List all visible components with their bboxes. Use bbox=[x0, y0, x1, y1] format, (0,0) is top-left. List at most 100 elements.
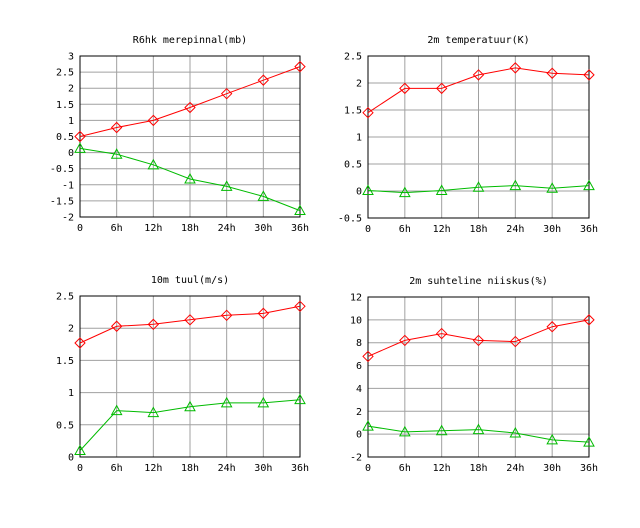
y-tick-label: 4 bbox=[356, 384, 362, 395]
data-point-diamond bbox=[583, 314, 595, 326]
data-point-triangle bbox=[398, 425, 411, 437]
chart-title: R6hk merepinnal(mb) bbox=[133, 35, 247, 46]
data-point-diamond bbox=[184, 101, 196, 114]
y-tick-label: 0.5 bbox=[56, 420, 74, 431]
y-tick-label: 2 bbox=[68, 324, 74, 335]
y-tick-label: 2.5 bbox=[56, 292, 74, 303]
data-point-triangle bbox=[294, 393, 306, 405]
y-tick-label: 0 bbox=[356, 187, 362, 198]
data-point-diamond bbox=[184, 314, 196, 326]
y-tick-label: -0.5 bbox=[50, 164, 74, 175]
y-tick-label: 0 bbox=[68, 148, 74, 159]
data-point-diamond bbox=[546, 321, 558, 333]
data-point-triangle bbox=[435, 184, 448, 195]
series-line-2 bbox=[367, 425, 590, 443]
data-point-triangle bbox=[257, 396, 270, 408]
data-point-triangle bbox=[184, 400, 196, 412]
data-point-diamond bbox=[110, 121, 123, 134]
data-point-diamond bbox=[362, 350, 374, 363]
series-line-1 bbox=[79, 66, 301, 137]
data-point-triangle bbox=[398, 186, 411, 198]
y-tick-label: 12 bbox=[350, 293, 362, 304]
y-tick-label: -1.5 bbox=[50, 196, 74, 207]
data-point-triangle bbox=[110, 148, 123, 159]
y-tick-label: 3 bbox=[68, 52, 74, 63]
x-tick-label: 6h bbox=[399, 463, 411, 474]
data-point-diamond bbox=[294, 60, 306, 73]
chart-title: 2m suhteline niiskus(%) bbox=[409, 276, 547, 287]
data-point-diamond bbox=[147, 318, 160, 331]
data-point-triangle bbox=[435, 424, 448, 436]
y-tick-label: -1 bbox=[62, 180, 74, 191]
data-point-diamond bbox=[546, 67, 558, 79]
data-point-diamond bbox=[472, 69, 485, 81]
y-tick-label: -2 bbox=[62, 213, 74, 224]
data-point-diamond bbox=[362, 106, 374, 119]
data-point-triangle bbox=[362, 184, 374, 195]
data-point-triangle bbox=[74, 142, 86, 153]
x-tick-label: 18h bbox=[181, 223, 199, 234]
x-tick-label: 24h bbox=[506, 224, 524, 235]
y-tick-label: 2 bbox=[356, 407, 362, 418]
x-tick-label: 24h bbox=[218, 463, 236, 474]
data-point-triangle bbox=[546, 182, 559, 193]
data-point-diamond bbox=[220, 309, 233, 322]
x-tick-label: 12h bbox=[433, 224, 451, 235]
data-point-diamond bbox=[472, 334, 485, 347]
series-line-2 bbox=[367, 185, 590, 194]
x-tick-label: 12h bbox=[144, 463, 162, 474]
series-line-2 bbox=[79, 399, 301, 451]
y-tick-label: 1.5 bbox=[56, 100, 74, 111]
data-point-diamond bbox=[399, 82, 411, 95]
plot-frame bbox=[367, 55, 590, 219]
y-tick-label: 2.5 bbox=[56, 68, 74, 79]
data-point-triangle bbox=[362, 420, 374, 431]
plot-frame bbox=[367, 296, 590, 458]
x-tick-label: 30h bbox=[254, 223, 272, 234]
y-tick-label: -0.5 bbox=[338, 214, 362, 225]
data-point-diamond bbox=[220, 87, 233, 100]
x-tick-label: 30h bbox=[543, 463, 561, 474]
data-point-triangle bbox=[110, 404, 123, 416]
x-tick-label: 0 bbox=[365, 224, 371, 235]
y-tick-label: 10 bbox=[350, 315, 362, 326]
x-tick-label: 36h bbox=[291, 463, 309, 474]
chart-panel-3: 10m tuul(m/s) 0 6h 12h 18h 24h 30h 36h 0 0.5 1 1.5 2… bbox=[56, 275, 309, 474]
chart-panel-4: 2m suhteline niiskus(%) 0 6h 12h 18h 24h 30h 36… bbox=[350, 276, 598, 474]
x-tick-label: 6h bbox=[111, 463, 123, 474]
y-tick-label: 1.5 bbox=[344, 106, 362, 117]
x-tick-label: 0 bbox=[77, 463, 83, 474]
y-tick-label: 1.5 bbox=[56, 356, 74, 367]
x-tick-label: 18h bbox=[181, 463, 199, 474]
x-tick-label: 12h bbox=[144, 223, 162, 234]
series-line-1 bbox=[367, 67, 590, 114]
y-tick-label: 0.5 bbox=[344, 160, 362, 171]
data-point-triangle bbox=[220, 396, 233, 408]
data-point-diamond bbox=[257, 307, 270, 320]
data-point-diamond bbox=[583, 69, 595, 81]
data-point-triangle bbox=[583, 179, 595, 191]
y-tick-label: -2 bbox=[350, 453, 362, 464]
data-point-diamond bbox=[74, 130, 86, 143]
data-point-diamond bbox=[257, 74, 270, 86]
y-tick-label: 6 bbox=[356, 361, 362, 372]
x-tick-label: 24h bbox=[218, 223, 236, 234]
data-point-diamond bbox=[147, 114, 160, 127]
data-point-diamond bbox=[110, 320, 123, 332]
y-tick-label: 2 bbox=[68, 84, 74, 95]
data-point-diamond bbox=[435, 82, 448, 95]
data-point-triangle bbox=[583, 436, 595, 447]
x-tick-label: 24h bbox=[506, 463, 524, 474]
chart-title: 2m temperatuur(K) bbox=[427, 35, 529, 46]
y-tick-label: 0 bbox=[356, 430, 362, 441]
data-point-triangle bbox=[472, 423, 485, 435]
data-point-triangle bbox=[472, 181, 485, 192]
data-point-triangle bbox=[220, 180, 233, 191]
data-point-diamond bbox=[74, 337, 86, 349]
x-tick-label: 0 bbox=[77, 223, 83, 234]
data-point-triangle bbox=[509, 179, 522, 191]
x-tick-label: 12h bbox=[433, 463, 451, 474]
x-tick-label: 0 bbox=[365, 463, 371, 474]
series-line-1 bbox=[79, 305, 301, 344]
